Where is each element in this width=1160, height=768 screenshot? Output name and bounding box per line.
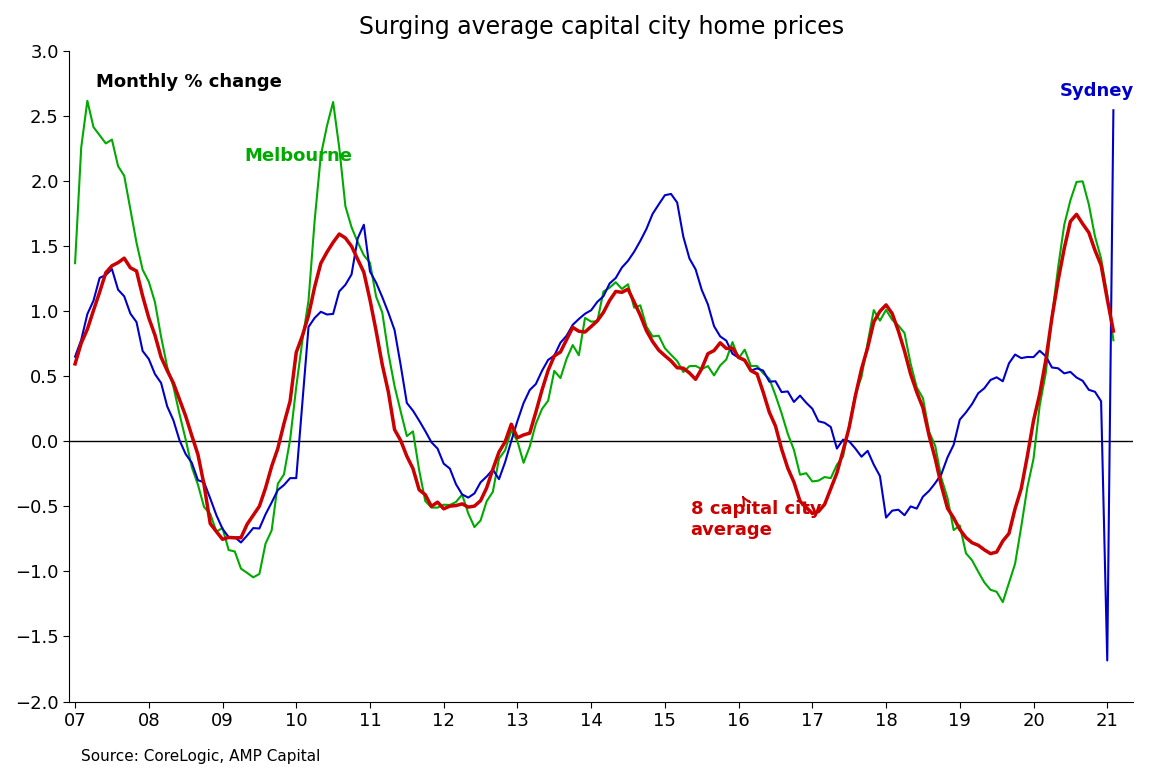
Text: Monthly % change: Monthly % change (96, 74, 282, 91)
Title: Surging average capital city home prices: Surging average capital city home prices (358, 15, 843, 39)
Text: Source: CoreLogic, AMP Capital: Source: CoreLogic, AMP Capital (81, 749, 320, 764)
Text: Sydney: Sydney (1059, 82, 1133, 100)
Text: 8 capital city
average: 8 capital city average (690, 497, 821, 539)
Text: Melbourne: Melbourne (245, 147, 353, 165)
